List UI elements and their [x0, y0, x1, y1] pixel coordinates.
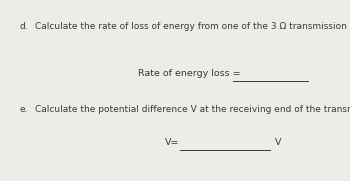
Text: d.: d. — [19, 22, 28, 31]
Text: Rate of energy loss =: Rate of energy loss = — [138, 69, 241, 78]
Text: V=: V= — [164, 138, 179, 147]
Text: e.: e. — [19, 105, 28, 114]
Text: Calculate the rate of loss of energy from one of the 3 Ω transmission lines, giv: Calculate the rate of loss of energy fro… — [35, 22, 350, 31]
Text: Calculate the potential difference V at the receiving end of the transmission li: Calculate the potential difference V at … — [35, 105, 350, 114]
Text: V: V — [275, 138, 281, 147]
